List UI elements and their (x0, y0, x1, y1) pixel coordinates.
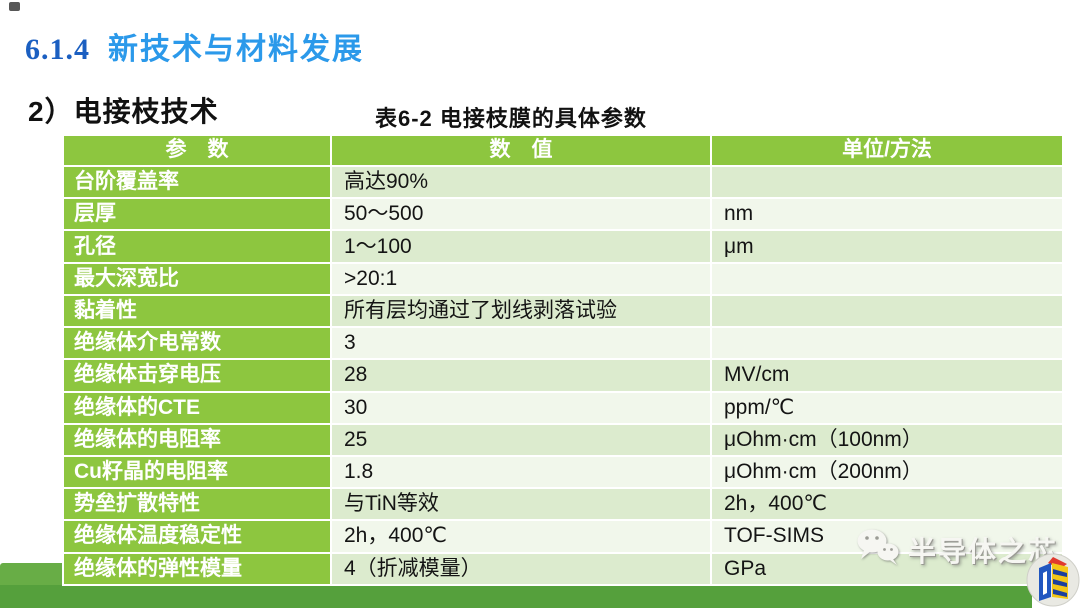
param-table-header: 参 数 数 值 单位/方法 (62, 134, 1064, 167)
unit-cell (710, 293, 1064, 329)
table-row: 黏着性 所有层均通过了划线剥落试验 (62, 293, 1064, 329)
subsection-title: 2）电接枝技术 (28, 96, 219, 127)
value-cell: 25 (330, 422, 712, 457)
table-row: Cu籽晶的电阻率 1.8 μOhm·cm（200nm） (62, 454, 1064, 490)
unit-cell: nm (710, 197, 1064, 232)
unit-cell (710, 164, 1064, 200)
section-number: 6.1.4 (25, 33, 90, 66)
param-cell: 层厚 (62, 197, 332, 232)
unit-cell (710, 261, 1064, 296)
table-row: 绝缘体击穿电压 28 MV/cm (62, 358, 1064, 393)
unit-cell: 2h，400℃ (710, 487, 1064, 522)
param-cell: 台阶覆盖率 (62, 164, 332, 200)
param-cell: 最大深宽比 (62, 261, 332, 296)
table-row: 绝缘体的电阻率 25 μOhm·cm（100nm） (62, 422, 1064, 457)
section-title-text: 新技术与材料发展 (108, 33, 364, 66)
param-cell: Cu籽晶的电阻率 (62, 454, 332, 490)
header-unit: 单位/方法 (710, 134, 1064, 167)
table-row: 绝缘体的弹性模量 4（折减模量） GPa (62, 551, 1064, 587)
table-row: 层厚 50～500 nm (62, 197, 1064, 232)
unit-cell: MV/cm (710, 358, 1064, 393)
table-row: 势垒扩散特性 与TiN等效 2h，400℃ (62, 487, 1064, 522)
param-cell: 绝缘体击穿电压 (62, 358, 332, 393)
value-cell: 30 (330, 390, 712, 425)
table-row: 最大深宽比 >20:1 (62, 261, 1064, 296)
header-param: 参 数 (62, 134, 332, 167)
table-row: 绝缘体介电常数 3 (62, 326, 1064, 361)
param-cell: 绝缘体的CTE (62, 390, 332, 425)
value-cell: 与TiN等效 (330, 487, 712, 522)
header-row: 参 数 数 值 单位/方法 (62, 134, 1064, 167)
table-caption: 表6-2 电接枝膜的具体参数 (375, 106, 647, 131)
value-cell: 1.8 (330, 454, 712, 490)
value-cell: 50～500 (330, 197, 712, 232)
param-cell: 绝缘体的电阻率 (62, 422, 332, 457)
value-cell: >20:1 (330, 261, 712, 296)
table-row: 孔径 1～100 μm (62, 229, 1064, 264)
param-cell: 势垒扩散特性 (62, 487, 332, 522)
param-table-body: 台阶覆盖率 高达90% 层厚 50～500 nm 孔径 1～100 μm 最大深宽比 >20:1 黏… (62, 164, 1064, 587)
param-cell: 孔径 (62, 229, 332, 264)
brand-logo-icon (1026, 551, 1080, 608)
param-cell: 黏着性 (62, 293, 332, 329)
table-row: 绝缘体温度稳定性 2h，400℃ TOF-SIMS (62, 519, 1064, 554)
table-row: 台阶覆盖率 高达90% (62, 164, 1064, 200)
param-cell: 绝缘体介电常数 (62, 326, 332, 361)
value-cell: 4（折减模量） (330, 551, 712, 587)
value-cell: 所有层均通过了划线剥落试验 (330, 293, 712, 329)
unit-cell: μOhm·cm（200nm） (710, 454, 1064, 490)
bottom-band-dark (0, 585, 1032, 608)
value-cell: 1～100 (330, 229, 712, 264)
unit-cell: GPa (710, 551, 1064, 587)
unit-cell (710, 326, 1064, 361)
value-cell: 28 (330, 358, 712, 393)
table-row: 绝缘体的CTE 30 ppm/℃ (62, 390, 1064, 425)
corner-artifact (9, 2, 20, 11)
param-cell: 绝缘体的弹性模量 (62, 551, 332, 587)
unit-cell: TOF-SIMS (710, 519, 1064, 554)
value-cell: 3 (330, 326, 712, 361)
section-title: 6.1.4 新技术与材料发展 (25, 24, 364, 68)
header-value: 数 值 (330, 134, 712, 167)
unit-cell: μm (710, 229, 1064, 264)
unit-cell: ppm/℃ (710, 390, 1064, 425)
param-cell: 绝缘体温度稳定性 (62, 519, 332, 554)
value-cell: 高达90% (330, 164, 712, 200)
unit-cell: μOhm·cm（100nm） (710, 422, 1064, 457)
param-table: 参 数 数 值 单位/方法 台阶覆盖率 高达90% 层厚 50～500 nm 孔径 1～10… (62, 134, 1064, 587)
param-table-grid: 参 数 数 值 单位/方法 台阶覆盖率 高达90% 层厚 50～500 nm 孔径 1～10… (62, 134, 1064, 587)
value-cell: 2h，400℃ (330, 519, 712, 554)
